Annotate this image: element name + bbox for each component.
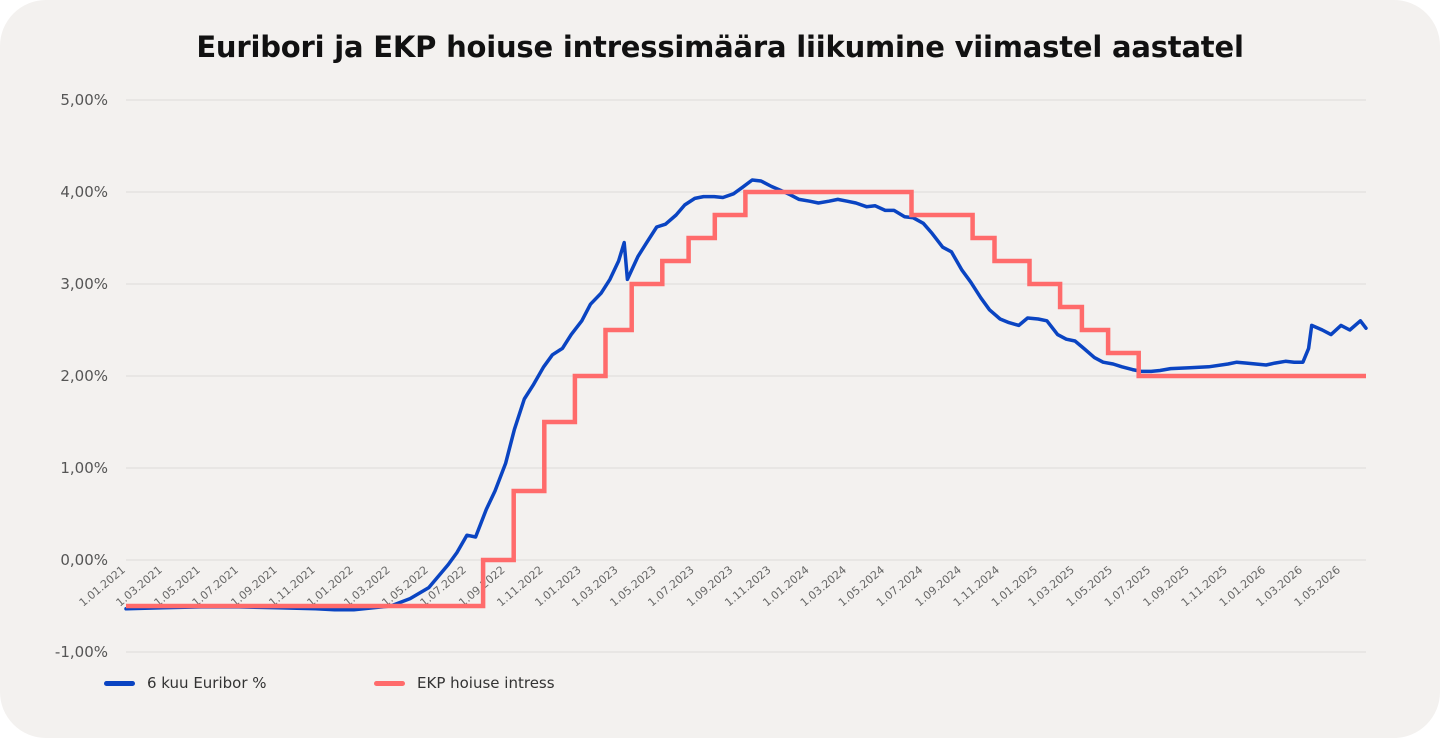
series-lines <box>124 178 1368 612</box>
y-tick-label: 3,00% <box>60 275 108 293</box>
series-line-ekp <box>126 189 1366 609</box>
y-tick-label: 2,00% <box>60 367 108 385</box>
chart-title: Euribori ja EKP hoiuse intressimäära lii… <box>196 30 1244 64</box>
legend-item-euribor: 6 kuu Euribor % <box>104 674 267 692</box>
legend-item-ekp: EKP hoiuse intress <box>374 674 555 692</box>
legend-label-ekp: EKP hoiuse intress <box>417 674 555 692</box>
legend-label-euribor: 6 kuu Euribor % <box>147 674 267 692</box>
y-tick-label: 0,00% <box>60 551 108 569</box>
y-tick-label: 4,00% <box>60 183 108 201</box>
x-axis-ticks: 1.01.20211.03.20211.05.20211.07.20211.09… <box>77 563 1343 609</box>
y-tick-label: -1,00% <box>55 643 108 661</box>
y-tick-label: 1,00% <box>60 459 108 477</box>
legend-swatch-ekp <box>374 680 405 686</box>
legend-swatch-euribor <box>104 680 135 686</box>
y-tick-label: 5,00% <box>60 91 108 109</box>
y-axis-ticks: 5,00% 4,00% 3,00% 2,00% 1,00% 0,00% -1,00% <box>55 91 108 661</box>
series-line-euribor <box>124 178 1368 612</box>
